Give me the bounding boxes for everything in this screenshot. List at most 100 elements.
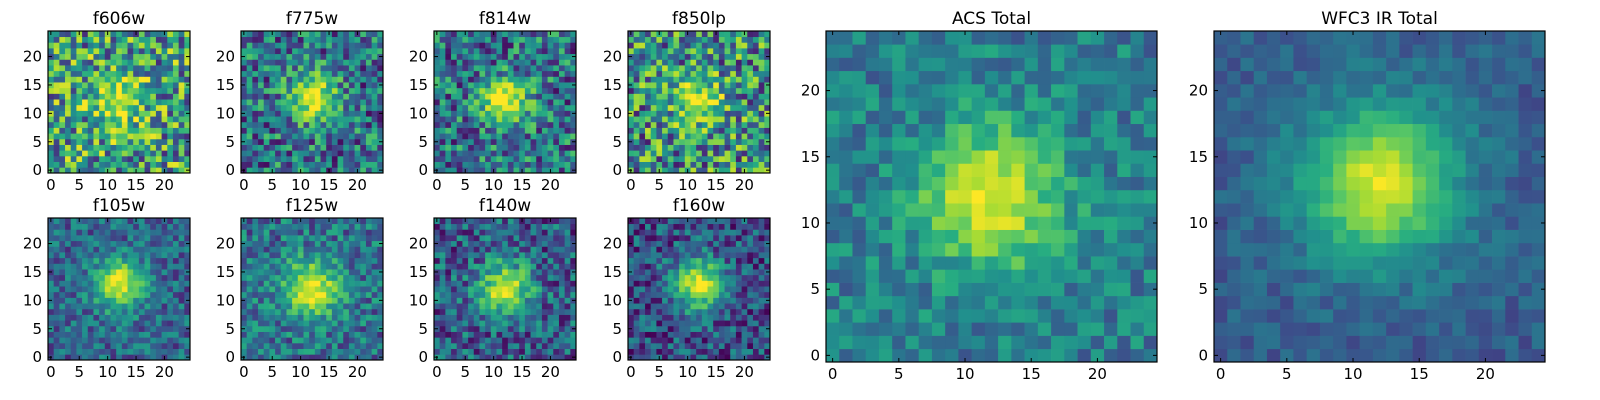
heatmap-cell <box>479 280 486 287</box>
heatmap-cell <box>331 246 338 253</box>
heatmap-cell <box>252 167 259 174</box>
heatmap-cell <box>724 308 731 315</box>
heatmap-cell <box>138 325 145 332</box>
heatmap-cells-f105w <box>48 218 191 361</box>
heatmap-cell <box>161 314 168 321</box>
heatmap-cell <box>707 320 714 327</box>
heatmap-cell <box>292 303 299 310</box>
heatmap-cell <box>82 314 89 321</box>
heatmap-cell <box>456 229 463 236</box>
heatmap-cell <box>331 274 338 281</box>
heatmap-cell <box>292 280 299 287</box>
heatmap-cell <box>360 48 367 55</box>
heatmap-cell <box>104 76 111 83</box>
heatmap-cell <box>490 269 497 276</box>
heatmap-cell <box>502 167 509 174</box>
heatmap-cell <box>178 257 185 264</box>
heatmap-cell <box>53 82 60 89</box>
heatmap-cell <box>479 99 486 106</box>
heatmap-cell <box>76 76 83 83</box>
heatmap-cell <box>673 161 680 168</box>
heatmap-cell <box>553 303 560 310</box>
heatmap-cell <box>633 269 640 276</box>
heatmap-cell <box>713 280 720 287</box>
heatmap-cell <box>684 127 691 134</box>
heatmap-cell <box>297 104 304 111</box>
heatmap-cell <box>707 297 714 304</box>
heatmap-cell <box>309 274 316 281</box>
heatmap-cell <box>513 325 520 332</box>
heatmap-cell <box>246 331 253 338</box>
heatmap-cell <box>490 320 497 327</box>
heatmap-cell <box>286 59 293 66</box>
heatmap-cell <box>121 263 128 270</box>
heatmap-cell <box>87 116 94 123</box>
heatmap-cell <box>553 144 560 151</box>
heatmap-cell <box>127 240 134 247</box>
heatmap-cell <box>439 291 446 298</box>
heatmap-cell <box>360 331 367 338</box>
heatmap-cell <box>53 252 60 259</box>
heatmap-cell <box>161 138 168 145</box>
heatmap-cell <box>121 36 128 43</box>
heatmap-cell <box>741 42 748 49</box>
heatmap-cell <box>241 155 248 162</box>
heatmap-cell <box>536 337 543 344</box>
heatmap-cell <box>673 150 680 157</box>
heatmap-cell <box>150 314 157 321</box>
heatmap-cell <box>541 320 548 327</box>
x-tick-label: 10 <box>678 176 697 194</box>
heatmap-cell <box>468 110 475 117</box>
heatmap-cell <box>116 286 123 293</box>
heatmap-cell <box>292 235 299 242</box>
heatmap-cell <box>303 59 310 66</box>
heatmap-cell <box>48 337 55 344</box>
heatmap-cell <box>133 280 140 287</box>
heatmap-cell <box>741 297 748 304</box>
heatmap-cell <box>541 42 548 49</box>
heatmap-cell <box>633 161 640 168</box>
heatmap-cell <box>178 325 185 332</box>
heatmap-cell <box>547 48 554 55</box>
heatmap-cell <box>144 331 151 338</box>
heatmap-cell <box>713 331 720 338</box>
heatmap-cell <box>519 93 526 100</box>
heatmap-cell <box>667 104 674 111</box>
heatmap-cell <box>252 218 259 225</box>
heatmap-cell <box>564 104 571 111</box>
heatmap-cell <box>309 99 316 106</box>
heatmap-cell <box>252 36 259 43</box>
heatmap-cell <box>679 76 686 83</box>
heatmap-cell <box>348 320 355 327</box>
heatmap-cell <box>65 65 72 72</box>
heatmap-cells-f606w <box>48 31 191 174</box>
heatmap-cell <box>326 263 333 270</box>
heatmap-cell <box>713 87 720 94</box>
heatmap-cell <box>343 70 350 77</box>
heatmap-cell <box>314 144 321 151</box>
heatmap-cell <box>326 252 333 259</box>
heatmap-cell <box>138 144 145 151</box>
heatmap-cell <box>155 320 162 327</box>
heatmap-cell <box>360 320 367 327</box>
heatmap-cell <box>161 297 168 304</box>
heatmap-cell <box>326 121 333 128</box>
heatmap-cell <box>53 104 60 111</box>
heatmap-cell <box>434 274 441 281</box>
heatmap-cell <box>628 161 635 168</box>
heatmap-cell <box>343 223 350 230</box>
heatmap-cell <box>99 263 106 270</box>
heatmap-cell <box>269 235 276 242</box>
x-tick-label: 5 <box>267 176 277 194</box>
heatmap-cell <box>547 36 554 43</box>
heatmap-cell <box>320 331 327 338</box>
heatmap-cell <box>337 70 344 77</box>
heatmap-cell <box>252 354 259 361</box>
heatmap-cell <box>724 82 731 89</box>
heatmap-cell <box>758 342 765 349</box>
heatmap-cell <box>741 65 748 72</box>
heatmap-cell <box>53 235 60 242</box>
heatmap-cell <box>679 150 686 157</box>
heatmap-cell <box>451 218 458 225</box>
heatmap-cell <box>121 138 128 145</box>
